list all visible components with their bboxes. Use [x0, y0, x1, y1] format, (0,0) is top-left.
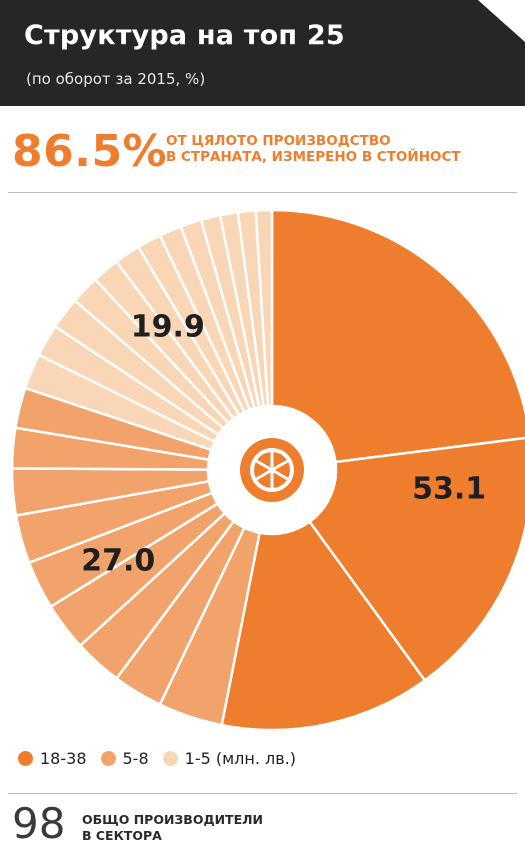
data-label-18-38: 53.1: [412, 471, 486, 506]
producer-count: 98: [12, 799, 66, 848]
donut-slice-18-38-1: [270, 208, 525, 464]
highlight-value: 86.5%: [12, 126, 168, 177]
donut-chart: 53.1 27.0 19.9: [10, 208, 525, 732]
highlight-description: ОТ ЦЯЛОТО ПРОИЗВОДСТВО В СТРАНАТА, ИЗМЕР…: [166, 133, 461, 165]
legend-item-medium: 5-8: [100, 748, 149, 768]
donut-slices: [10, 208, 525, 732]
count-line-1: ОБЩО ПРОИЗВОДИТЕЛИ: [82, 812, 263, 827]
donut-slice-18-38-3: [220, 520, 427, 732]
producer-count-description: ОБЩО ПРОИЗВОДИТЕЛИ В СЕКТОРА: [82, 812, 263, 844]
legend-label-small: 1-5 (млн. лв.): [184, 748, 297, 768]
legend-swatch-large: [18, 750, 33, 766]
divider-bottom: [8, 793, 517, 794]
data-label-1-5: 19.9: [131, 310, 205, 345]
orange-slice-icon: [240, 438, 304, 502]
chart-title: Структура на топ 25: [24, 20, 345, 51]
legend-swatch-small: [162, 750, 178, 766]
legend-item-small: 1-5 (млн. лв.): [162, 748, 297, 768]
divider-top: [8, 192, 517, 193]
highlight-line-2: В СТРАНАТА, ИЗМЕРЕНО В СТОЙНОСТ: [166, 149, 461, 165]
donut-slice-18-38-2: [307, 436, 525, 683]
legend-item-large: 18-38: [18, 749, 87, 768]
chart-subtitle: (по оборот за 2015, %): [26, 70, 206, 88]
header-bar: Структура на топ 25 (по оборот за 2015, …: [0, 0, 525, 106]
count-line-2: В СЕКТОРА: [82, 828, 162, 843]
legend-label-large: 18-38: [40, 748, 87, 768]
data-labels: 53.1 27.0 19.9: [81, 310, 486, 579]
legend: 18-38 5-8 1-5 (млн. лв.): [18, 746, 296, 770]
legend-label-medium: 5-8: [122, 748, 149, 768]
data-label-5-8: 27.0: [81, 544, 155, 579]
donut-slice-1-5-13: [254, 208, 274, 408]
highlight-line-1: ОТ ЦЯЛОТО ПРОИЗВОДСТВО: [166, 133, 391, 149]
legend-swatch-medium: [100, 750, 116, 766]
